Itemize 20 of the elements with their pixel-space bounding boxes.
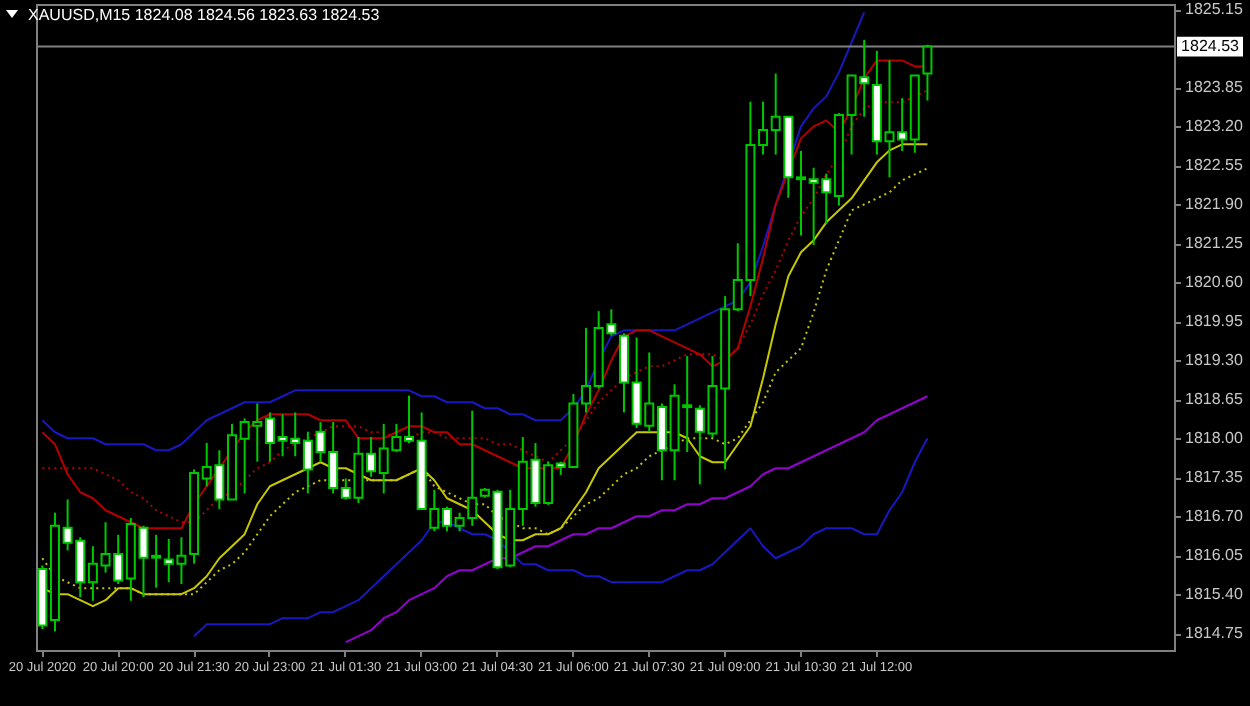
- line-series: [193, 437, 929, 638]
- y-tick-label: 1816.70: [1185, 507, 1244, 526]
- y-tick-label: 1817.35: [1185, 468, 1244, 487]
- y-tick-label: 1823.85: [1185, 78, 1244, 97]
- y-tick-label: 1818.00: [1185, 429, 1244, 448]
- y-tick-label: 1823.20: [1185, 117, 1244, 136]
- ref-line-label: 1824.53: [1181, 36, 1241, 55]
- y-tick-label: 1825.15: [1185, 0, 1244, 19]
- y-tick-label: 1820.60: [1185, 273, 1244, 292]
- y-tick-label: 1822.55: [1185, 156, 1244, 175]
- y-tick-label: 1818.65: [1185, 390, 1244, 409]
- y-tick-label: 1821.25: [1185, 234, 1244, 253]
- y-tick-label: 1815.40: [1185, 585, 1244, 604]
- y-tick-label: 1821.90: [1185, 195, 1244, 214]
- line-series: [344, 395, 929, 644]
- y-tick-label: 1816.05: [1185, 546, 1244, 565]
- y-tick-label: 1819.95: [1185, 312, 1244, 331]
- chart-title: XAUUSD,M15 1824.08 1824.56 1823.63 1824.53: [28, 6, 381, 24]
- y-tick-label: 1814.75: [1185, 624, 1244, 643]
- y-tick-label: 1819.30: [1185, 351, 1244, 370]
